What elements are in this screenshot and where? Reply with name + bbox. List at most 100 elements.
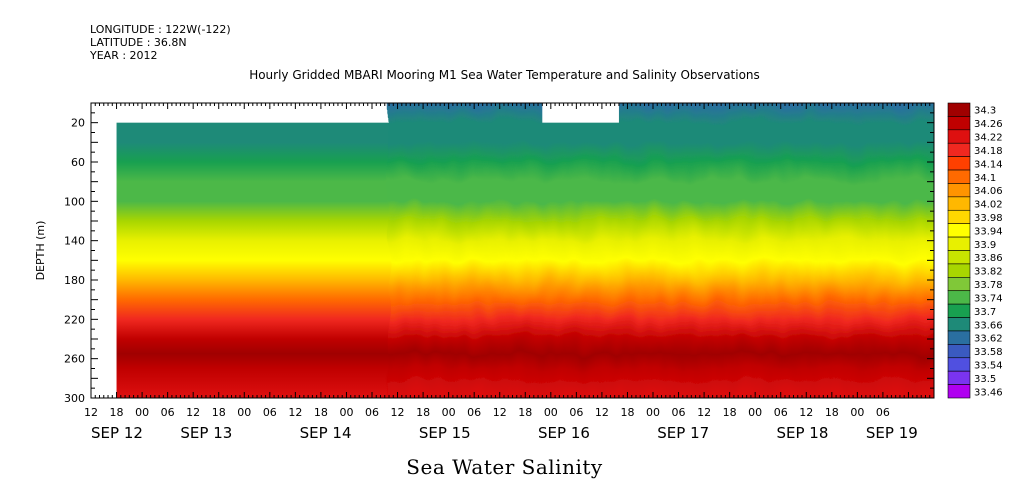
colorbar-label: 34.02 [974,200,1003,211]
colorbar-swatch [947,196,971,211]
x-date-label: SEP 16 [538,424,590,442]
x-date-label: SEP 17 [657,424,709,442]
x-date-label: SEP 13 [180,424,232,442]
x-hour-label: 12 [697,406,711,419]
variable-title: Sea Water Salinity [406,455,603,479]
colorbar-swatch [947,142,971,157]
salinity-field-late [387,103,934,398]
x-hour-label: 06 [774,406,788,419]
colorbar-label: 34.18 [974,146,1003,157]
x-hour-label: 18 [620,406,634,419]
colorbar-swatch [947,357,971,372]
x-axis: 12 18 00 06 12 18 00 06 12 18 00 06 12 18 00 06 12 18 00 06… [84,103,935,442]
x-hour-label: 12 [595,406,609,419]
y-tick-label: 100 [64,195,85,208]
x-hour-label: 12 [391,406,405,419]
colorbar-label: 33.78 [974,280,1003,291]
x-hour-label: 18 [314,406,328,419]
latitude-label: LATITUDE : 36.8N [90,36,187,49]
x-hour-label: 06 [467,406,481,419]
colorbar-label: 33.7 [974,307,996,318]
colorbar-swatch [947,236,971,251]
colorbar-label: 33.86 [974,253,1003,264]
colorbar-label: 34.14 [974,159,1003,170]
x-hour-label: 18 [723,406,737,419]
colorbar-swatch [947,156,971,171]
x-hour-label: 00 [850,406,864,419]
x-hour-label: 06 [672,406,686,419]
colorbar-label: 33.62 [974,334,1003,345]
colorbar-label: 33.9 [974,240,996,251]
colorbar-swatch [947,303,971,318]
x-date-label: SEP 14 [300,424,352,442]
x-hour-label: 00 [544,406,558,419]
colorbar-swatch [947,223,971,238]
x-hour-label: 12 [84,406,98,419]
x-hour-label: 18 [416,406,430,419]
salinity-field [116,103,934,398]
x-hour-label: 00 [135,406,149,419]
year-label: YEAR : 2012 [90,49,158,62]
chart-title: Hourly Gridded MBARI Mooring M1 Sea Wate… [249,68,760,82]
x-hour-label: 12 [186,406,200,419]
colorbar-swatch [947,183,971,198]
x-hour-label: 18 [212,406,226,419]
colorbar-label: 33.82 [974,267,1003,278]
colorbar-label: 34.1 [974,173,996,184]
colorbar-label: 33.98 [974,213,1003,224]
x-hour-label: 18 [825,406,839,419]
x-hour-label: 00 [339,406,353,419]
colorbar-swatch [947,277,971,292]
colorbar-label: 33.54 [974,360,1003,371]
colorbar: 34.3 34.26 34.22 34.18 34.14 34.1 34.06 34.02 33… [947,102,1003,399]
x-hour-label: 00 [748,406,762,419]
colorbar-label: 33.58 [974,347,1003,358]
colorbar-swatch [947,250,971,265]
y-axis: 20 60 100 140 180 220 260 300 DEPTH (m) [34,102,934,405]
colorbar-swatch [947,263,971,278]
colorbar-swatch [947,290,971,305]
y-tick-label: 20 [71,117,85,130]
x-date-label: SEP 15 [419,424,471,442]
x-hour-label: 06 [876,406,890,419]
colorbar-swatch [947,209,971,224]
y-tick-label: 300 [64,392,85,405]
x-hour-label: 06 [365,406,379,419]
x-hour-label: 00 [646,406,660,419]
x-hour-label: 12 [288,406,302,419]
colorbar-swatch [947,384,971,399]
colorbar-label: 33.46 [974,387,1003,398]
colorbar-swatch [947,317,971,332]
salinity-field-early [116,122,394,398]
colorbar-swatch [947,344,971,359]
y-tick-label: 220 [64,313,85,326]
colorbar-swatch [947,330,971,345]
colorbar-label: 33.74 [974,293,1003,304]
x-date-label: SEP 19 [866,424,918,442]
x-hour-label: 06 [263,406,277,419]
y-tick-label: 140 [64,235,85,248]
colorbar-label: 33.66 [974,320,1003,331]
x-date-label: SEP 12 [91,424,143,442]
y-tick-label: 260 [64,353,85,366]
y-tick-label: 180 [64,274,85,287]
colorbar-swatch [947,102,971,117]
x-hour-label: 06 [161,406,175,419]
colorbar-label: 33.94 [974,226,1003,237]
x-date-label: SEP 18 [776,424,828,442]
x-hour-label: 12 [493,406,507,419]
colorbar-swatch [947,116,971,131]
colorbar-label: 34.22 [974,133,1003,144]
colorbar-swatch [947,370,971,385]
x-hour-label: 00 [237,406,251,419]
x-hour-label: 18 [518,406,532,419]
colorbar-swatch [947,129,971,144]
y-axis-label: DEPTH (m) [34,221,47,281]
colorbar-label: 34.3 [974,106,996,117]
colorbar-swatch [947,169,971,184]
x-hour-label: 06 [569,406,583,419]
longitude-label: LONGITUDE : 122W(-122) [90,23,231,36]
colorbar-label: 34.06 [974,186,1003,197]
x-hour-label: 18 [110,406,124,419]
